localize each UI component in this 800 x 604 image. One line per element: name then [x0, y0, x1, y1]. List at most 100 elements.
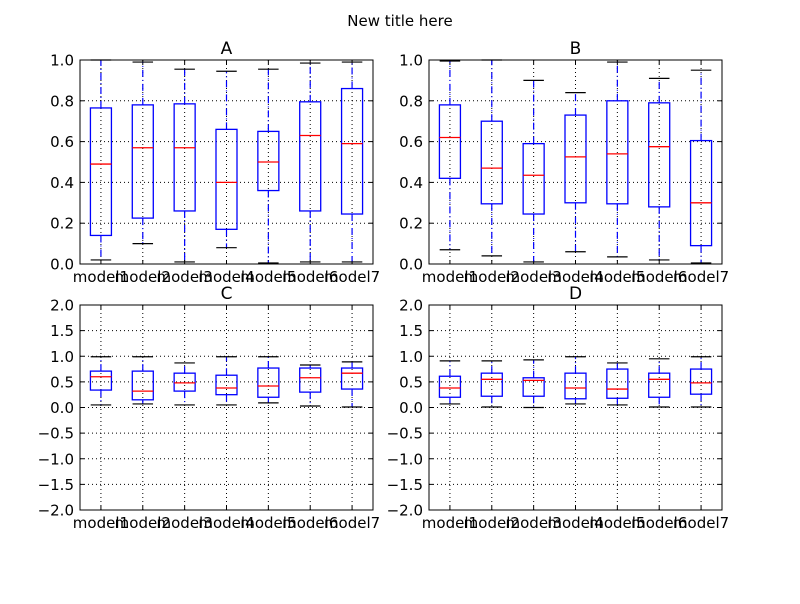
y-tick-label: 0.0 [399, 399, 423, 417]
box-iqr [257, 130, 280, 192]
y-tick-label: 0.8 [399, 92, 423, 110]
y-tick-label: 1.0 [50, 52, 74, 70]
box-model5 [606, 61, 629, 258]
box-model1 [89, 356, 113, 406]
subplot-D: −2.0−1.5−1.0−0.50.00.51.01.52.0model1mod… [387, 284, 730, 532]
box-iqr [131, 104, 154, 219]
x-tick-label: model4 [198, 268, 254, 286]
box-iqr [438, 104, 462, 179]
box-iqr [522, 377, 545, 397]
y-tick-label: −2.0 [38, 502, 74, 520]
box-iqr [89, 107, 113, 237]
x-tick-label: model1 [73, 268, 129, 286]
box-iqr [340, 367, 364, 390]
y-tick-label: 0.5 [399, 373, 423, 391]
subplot-title: C [221, 284, 233, 304]
x-tick-label: model4 [198, 514, 254, 532]
x-tick-label: model7 [673, 268, 729, 286]
box-iqr [606, 100, 629, 205]
y-tick-label: 1.0 [50, 348, 74, 366]
box-model6 [299, 364, 322, 407]
x-tick-label: model2 [464, 514, 520, 532]
box-model4 [564, 92, 587, 253]
axes-frame [428, 59, 723, 265]
subplot-title: A [221, 39, 233, 59]
y-tick-label: 0.4 [399, 174, 423, 192]
box-model1 [89, 59, 113, 261]
x-tick-label: model3 [157, 514, 213, 532]
box-model4 [215, 356, 238, 406]
x-tick-label: model1 [422, 268, 478, 286]
x-tick-label: model2 [115, 514, 171, 532]
box-model1 [438, 360, 462, 405]
x-tick-label: model4 [547, 268, 603, 286]
box-model6 [648, 358, 671, 408]
box-iqr [215, 374, 238, 396]
x-tick-label: model5 [589, 268, 645, 286]
x-tick-label: model5 [240, 268, 296, 286]
box-iqr [564, 114, 587, 204]
subplot-title: D [569, 284, 582, 304]
axes-frame [79, 304, 374, 511]
box-model3 [522, 359, 545, 409]
box-model2 [131, 61, 154, 245]
box-iqr [689, 368, 713, 395]
y-tick-label: 2.0 [399, 297, 423, 315]
box-iqr [648, 102, 671, 208]
x-tick-label: model3 [506, 268, 562, 286]
box-model2 [480, 360, 503, 408]
box-model2 [480, 59, 503, 257]
y-tick-label: 1.0 [399, 348, 423, 366]
box-iqr [648, 372, 671, 398]
x-tick-label: model2 [464, 268, 520, 286]
y-tick-label: 0.2 [399, 215, 423, 233]
y-tick-label: −1.0 [387, 450, 423, 468]
subplot-A: 0.00.20.40.60.81.0model1model2model3mode… [50, 39, 380, 286]
box-model3 [173, 68, 196, 263]
x-tick-label: model1 [73, 514, 129, 532]
y-tick-label: −2.0 [387, 502, 423, 520]
box-iqr [89, 370, 113, 391]
box-model7 [689, 356, 713, 408]
box-model1 [438, 60, 462, 251]
y-tick-label: 1.0 [399, 52, 423, 70]
x-tick-label: model5 [589, 514, 645, 532]
x-tick-label: model7 [673, 514, 729, 532]
subplot-B: 0.00.20.40.60.81.0model1model2model3mode… [399, 39, 729, 286]
box-iqr [480, 120, 503, 205]
box-model7 [340, 61, 364, 263]
box-iqr [522, 142, 545, 215]
y-tick-label: −0.5 [387, 425, 423, 443]
figure-suptitle: New title here [347, 12, 452, 30]
subplot-C: −2.0−1.5−1.0−0.50.00.51.01.52.0model1mod… [38, 284, 381, 532]
y-tick-label: −0.5 [38, 425, 74, 443]
subplot-title: B [570, 39, 582, 59]
y-tick-label: −1.5 [387, 476, 423, 494]
box-model7 [689, 69, 713, 264]
box-model5 [257, 356, 280, 404]
box-model6 [299, 62, 322, 263]
box-iqr [131, 370, 154, 401]
box-iqr [606, 368, 629, 399]
y-tick-label: 0.6 [399, 133, 423, 151]
box-iqr [257, 367, 280, 398]
x-tick-label: model6 [282, 514, 338, 532]
box-model4 [564, 356, 587, 405]
box-model4 [215, 70, 238, 249]
x-tick-label: model7 [324, 268, 380, 286]
box-iqr [299, 101, 322, 212]
x-tick-label: model2 [115, 268, 171, 286]
x-tick-label: model3 [506, 514, 562, 532]
box-iqr [215, 128, 238, 230]
x-tick-label: model6 [631, 268, 687, 286]
y-tick-label: 0.0 [399, 256, 423, 274]
box-iqr [438, 375, 462, 398]
box-iqr [480, 372, 503, 397]
axes-frame [428, 304, 723, 511]
box-model2 [131, 356, 154, 405]
y-tick-label: −1.0 [38, 450, 74, 468]
box-model6 [648, 77, 671, 261]
box-model5 [606, 362, 629, 406]
y-tick-label: 0.6 [50, 133, 74, 151]
